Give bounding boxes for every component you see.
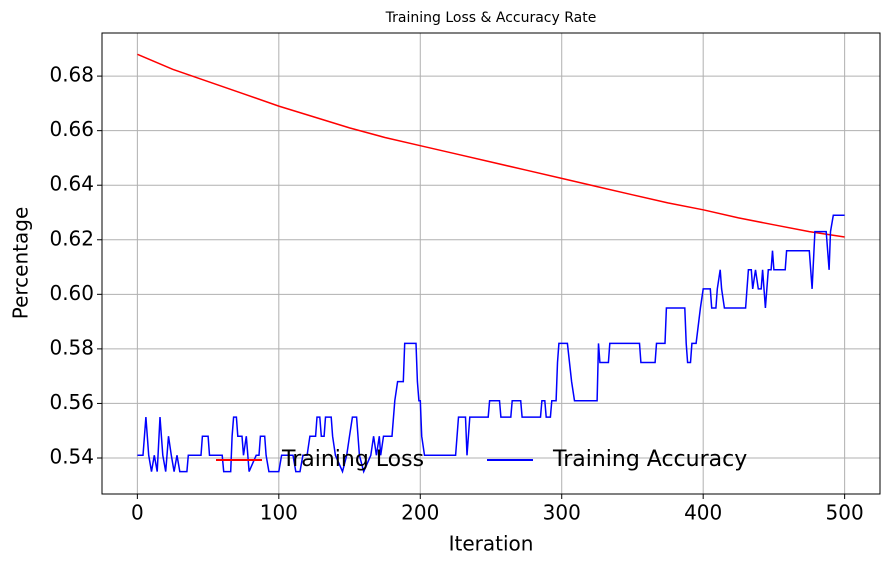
y-tick-label: 0.68 (49, 63, 94, 87)
x-tick-label: 0 (131, 501, 144, 525)
series-line (137, 53, 845, 238)
y-tick-label: 0.56 (49, 390, 94, 414)
series-line (137, 214, 845, 474)
chart-title: Training Loss & Accuracy Rate (385, 10, 597, 26)
y-tick-label: 0.66 (49, 117, 94, 141)
y-tick-label: 0.58 (49, 335, 94, 359)
x-tick-label: 300 (543, 501, 581, 525)
legend-label: Training Loss (281, 447, 424, 472)
plot-frame (101, 32, 881, 495)
x-tick-label: 400 (684, 501, 722, 525)
y-tick-label: 0.64 (49, 172, 94, 196)
y-tick-label: 0.60 (49, 281, 94, 305)
y-tick-label: 0.54 (49, 444, 94, 468)
y-axis-label: Percentage (9, 207, 33, 320)
x-tick-label: 100 (260, 501, 298, 525)
x-tick-label: 500 (826, 501, 864, 525)
x-axis-label: Iteration (449, 532, 534, 556)
y-tick-label: 0.62 (49, 226, 94, 250)
x-tick-label: 200 (401, 501, 439, 525)
legend-label: Training Accuracy (552, 447, 747, 472)
